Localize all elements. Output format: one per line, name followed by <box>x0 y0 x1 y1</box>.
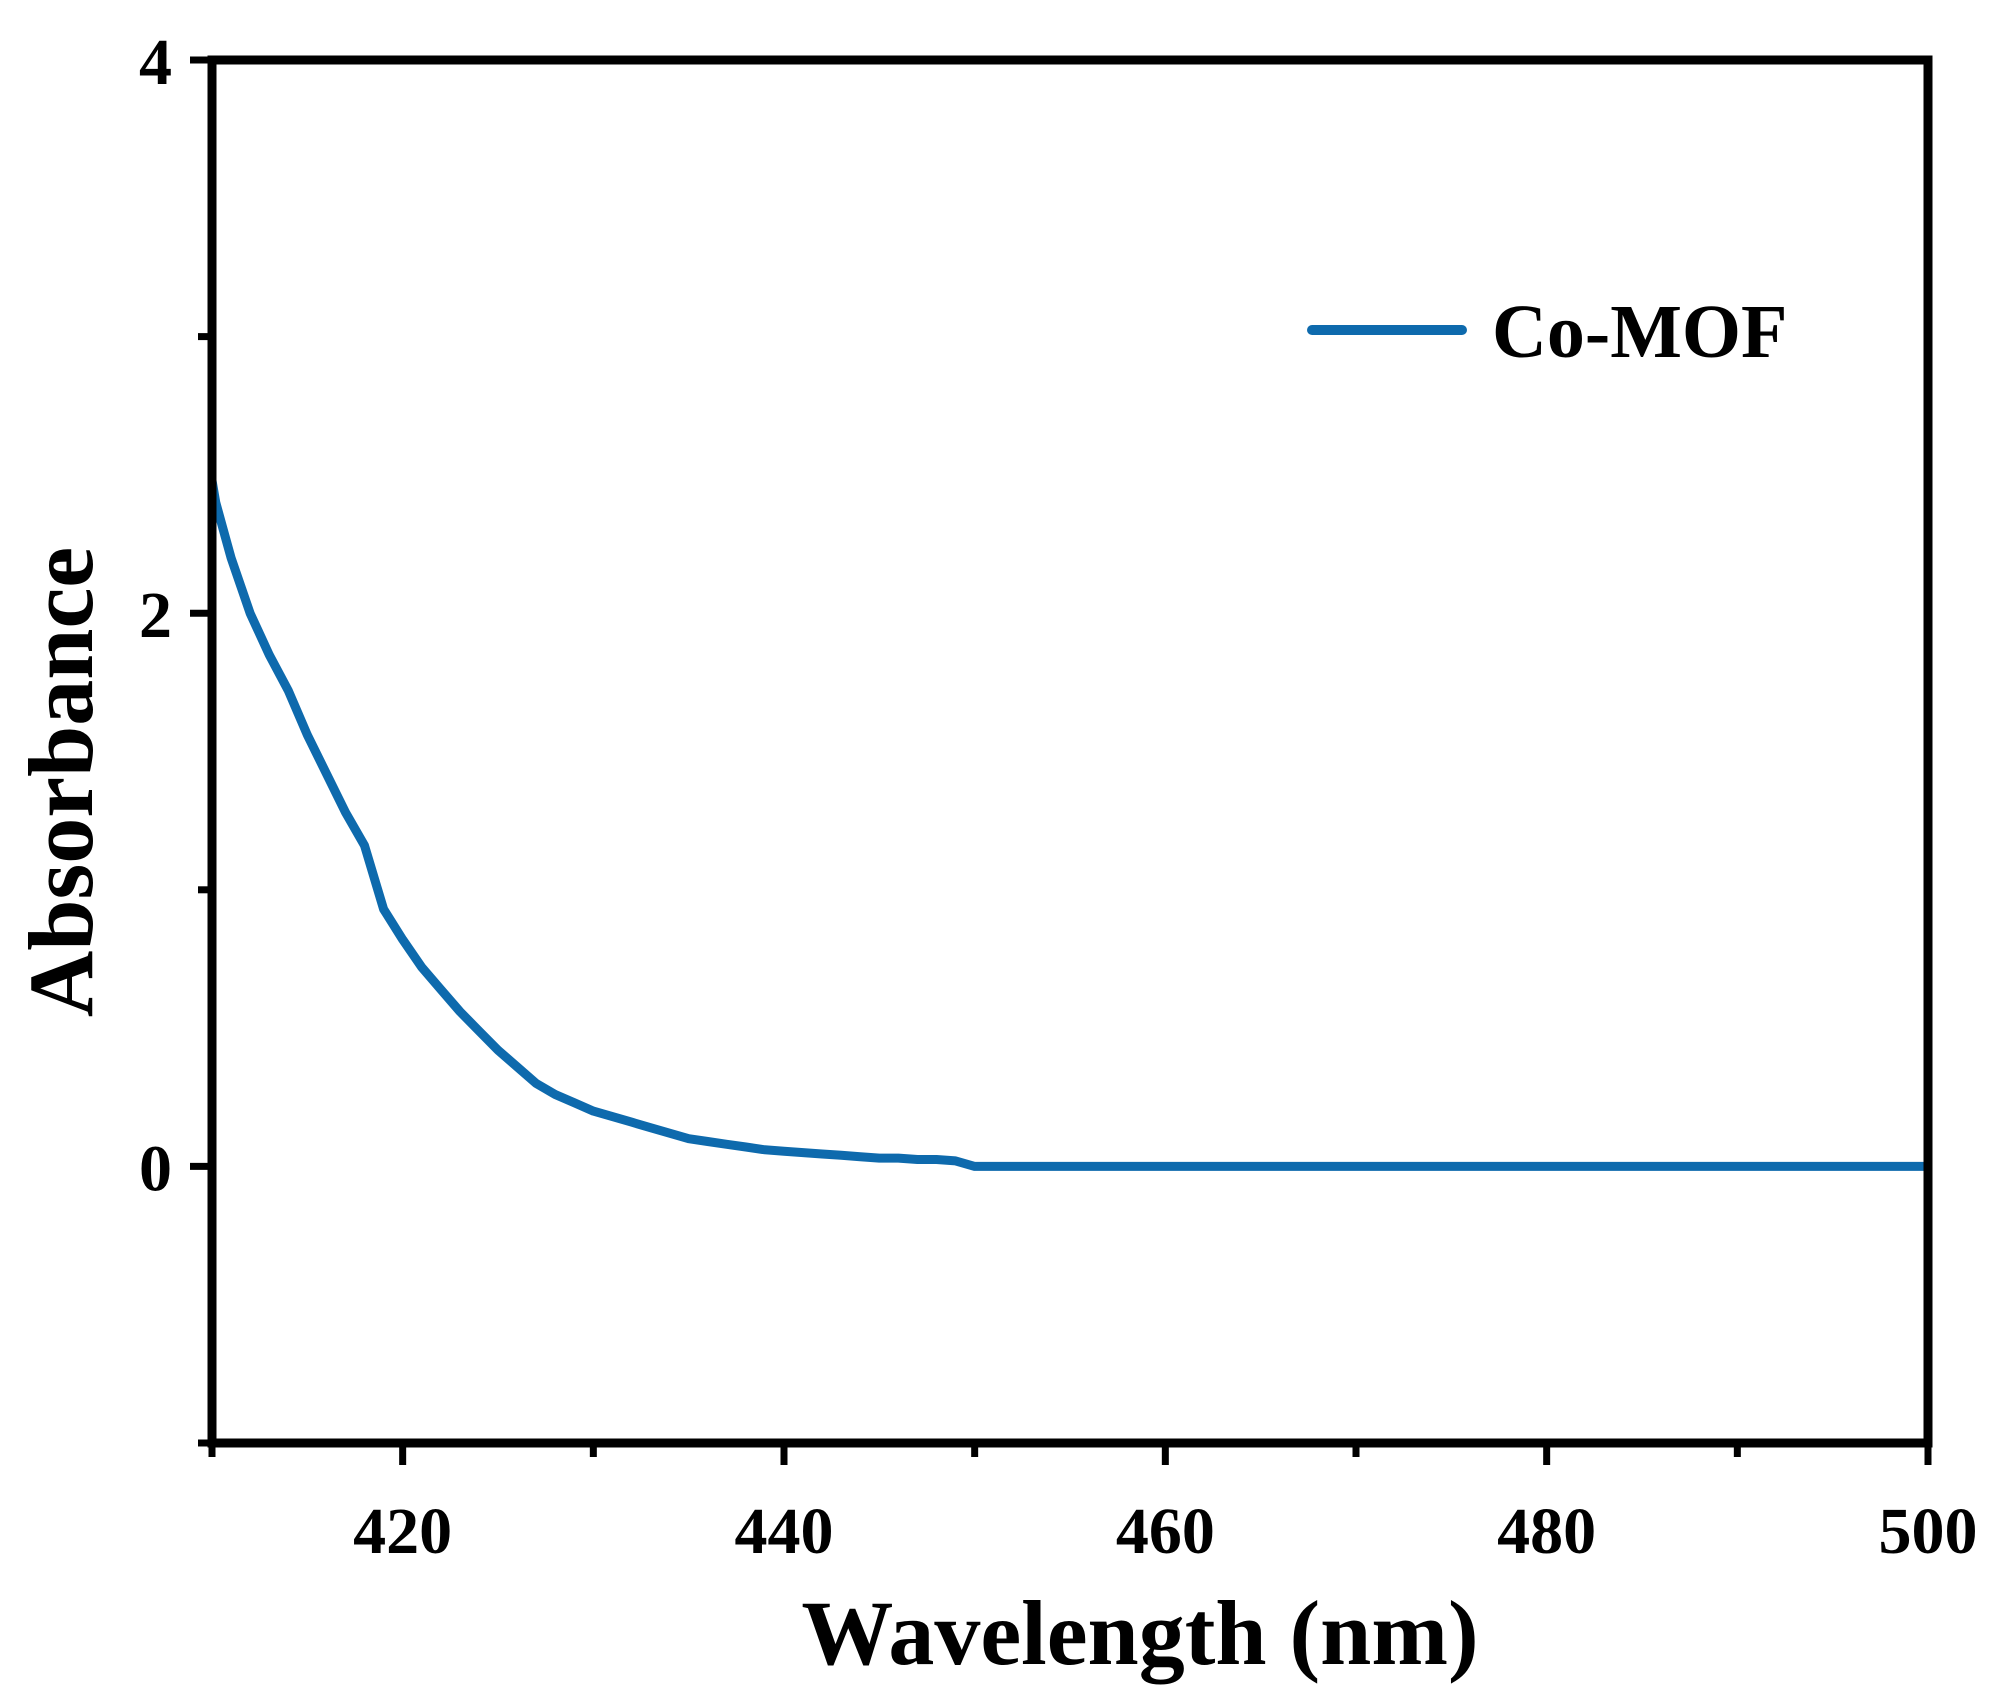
legend: Co-MOF <box>1307 290 1787 374</box>
data-series <box>207 475 1933 1171</box>
x-tick-label-440: 440 <box>735 1495 834 1568</box>
axis-tick-labels: 420 440 460 480 500 0 2 4 <box>139 26 1978 1568</box>
x-tick-label-420: 420 <box>353 1495 452 1568</box>
y-axis-label: Absorbance <box>10 547 112 1017</box>
plot-frame <box>207 55 1933 1448</box>
x-tick-label-480: 480 <box>1497 1495 1596 1568</box>
x-tick-label-460: 460 <box>1116 1495 1215 1568</box>
series-line-co-mof <box>207 475 1933 1171</box>
x-tick-label-500: 500 <box>1879 1495 1978 1568</box>
x-axis-label: Wavelength (nm) <box>801 1582 1478 1684</box>
y-tick-label-4: 4 <box>139 26 172 99</box>
y-tick-label-0: 0 <box>139 1132 172 1205</box>
legend-label-co-mof: Co-MOF <box>1492 290 1787 374</box>
y-tick-label-2: 2 <box>139 579 172 652</box>
